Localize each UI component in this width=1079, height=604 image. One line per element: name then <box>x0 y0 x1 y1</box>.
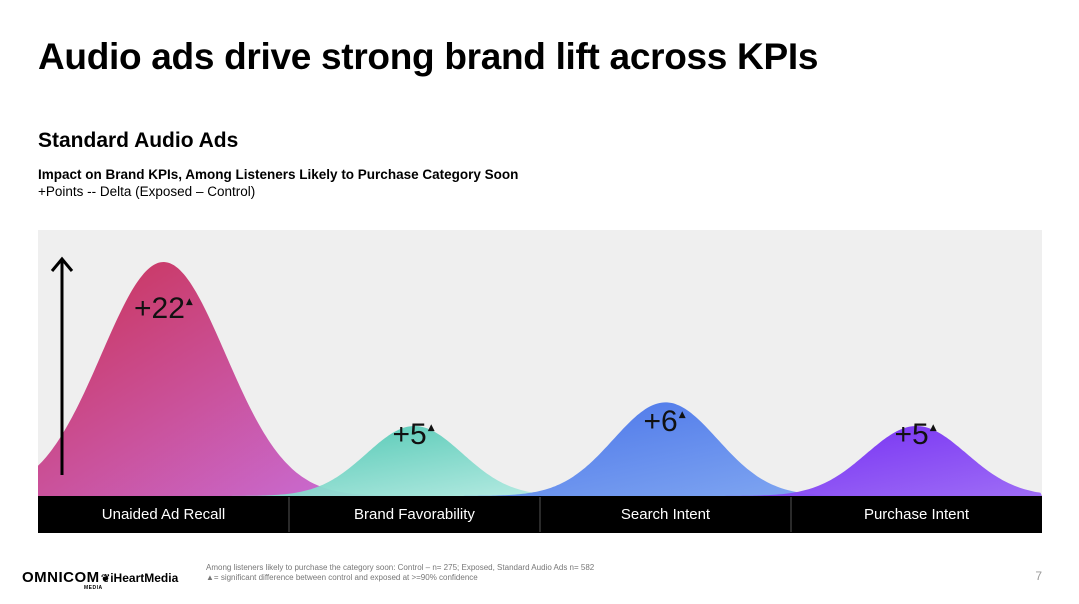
category-label-group: Unaided Ad Recall Brand Favorability Searc… <box>102 506 970 523</box>
iheart-logo-text: iHeartMedia <box>110 571 179 585</box>
significance-marker-2: ▲ <box>679 410 686 420</box>
footnote: Among listeners likely to purchase the c… <box>206 563 594 583</box>
category-label-3: Purchase Intent <box>864 506 970 523</box>
category-divider-group <box>288 497 792 532</box>
omnicom-logo: OMNICOM <box>22 569 100 586</box>
omnicom-media-logo-text: MEDIA <box>84 585 103 591</box>
value-label-3: +5 <box>895 418 929 451</box>
value-label-1: +5 <box>393 418 427 451</box>
footnote-sample: Among listeners likely to purchase the c… <box>206 563 595 572</box>
chart-subtitle: Standard Audio Ads <box>38 129 239 152</box>
curve-3 <box>706 426 1042 496</box>
iheart-logo-icon: ❦ <box>101 573 111 585</box>
iheartmedia-logo: ❦iHeartMedia <box>101 571 178 585</box>
category-label-1: Brand Favorability <box>354 506 475 523</box>
curve-0 <box>38 262 424 496</box>
category-label-2: Search Intent <box>621 506 711 523</box>
curve-group <box>38 262 1042 496</box>
value-label-group: +22 ▲+5 ▲ +6 ▲+5 ▲ <box>134 292 937 451</box>
value-label-2: +6 <box>644 405 678 438</box>
chart-measure: +Points -- Delta (Exposed – Control) <box>38 184 256 199</box>
curve-2 <box>447 402 884 496</box>
significance-marker-1: ▲ <box>428 423 435 433</box>
significance-marker-3: ▲ <box>930 423 937 433</box>
footnote-significance: ▲= significant difference between contro… <box>206 573 478 582</box>
curve-1 <box>212 426 617 496</box>
up-arrow-icon <box>50 256 74 475</box>
value-label-0: +22 <box>134 292 185 325</box>
page-number: 7 <box>1035 569 1042 583</box>
category-label-0: Unaided Ad Recall <box>102 506 225 523</box>
significance-marker-0: ▲ <box>186 297 193 307</box>
chart-description: Impact on Brand KPIs, Among Listeners Li… <box>38 167 519 182</box>
page-title: Audio ads drive strong brand lift across… <box>38 36 819 77</box>
